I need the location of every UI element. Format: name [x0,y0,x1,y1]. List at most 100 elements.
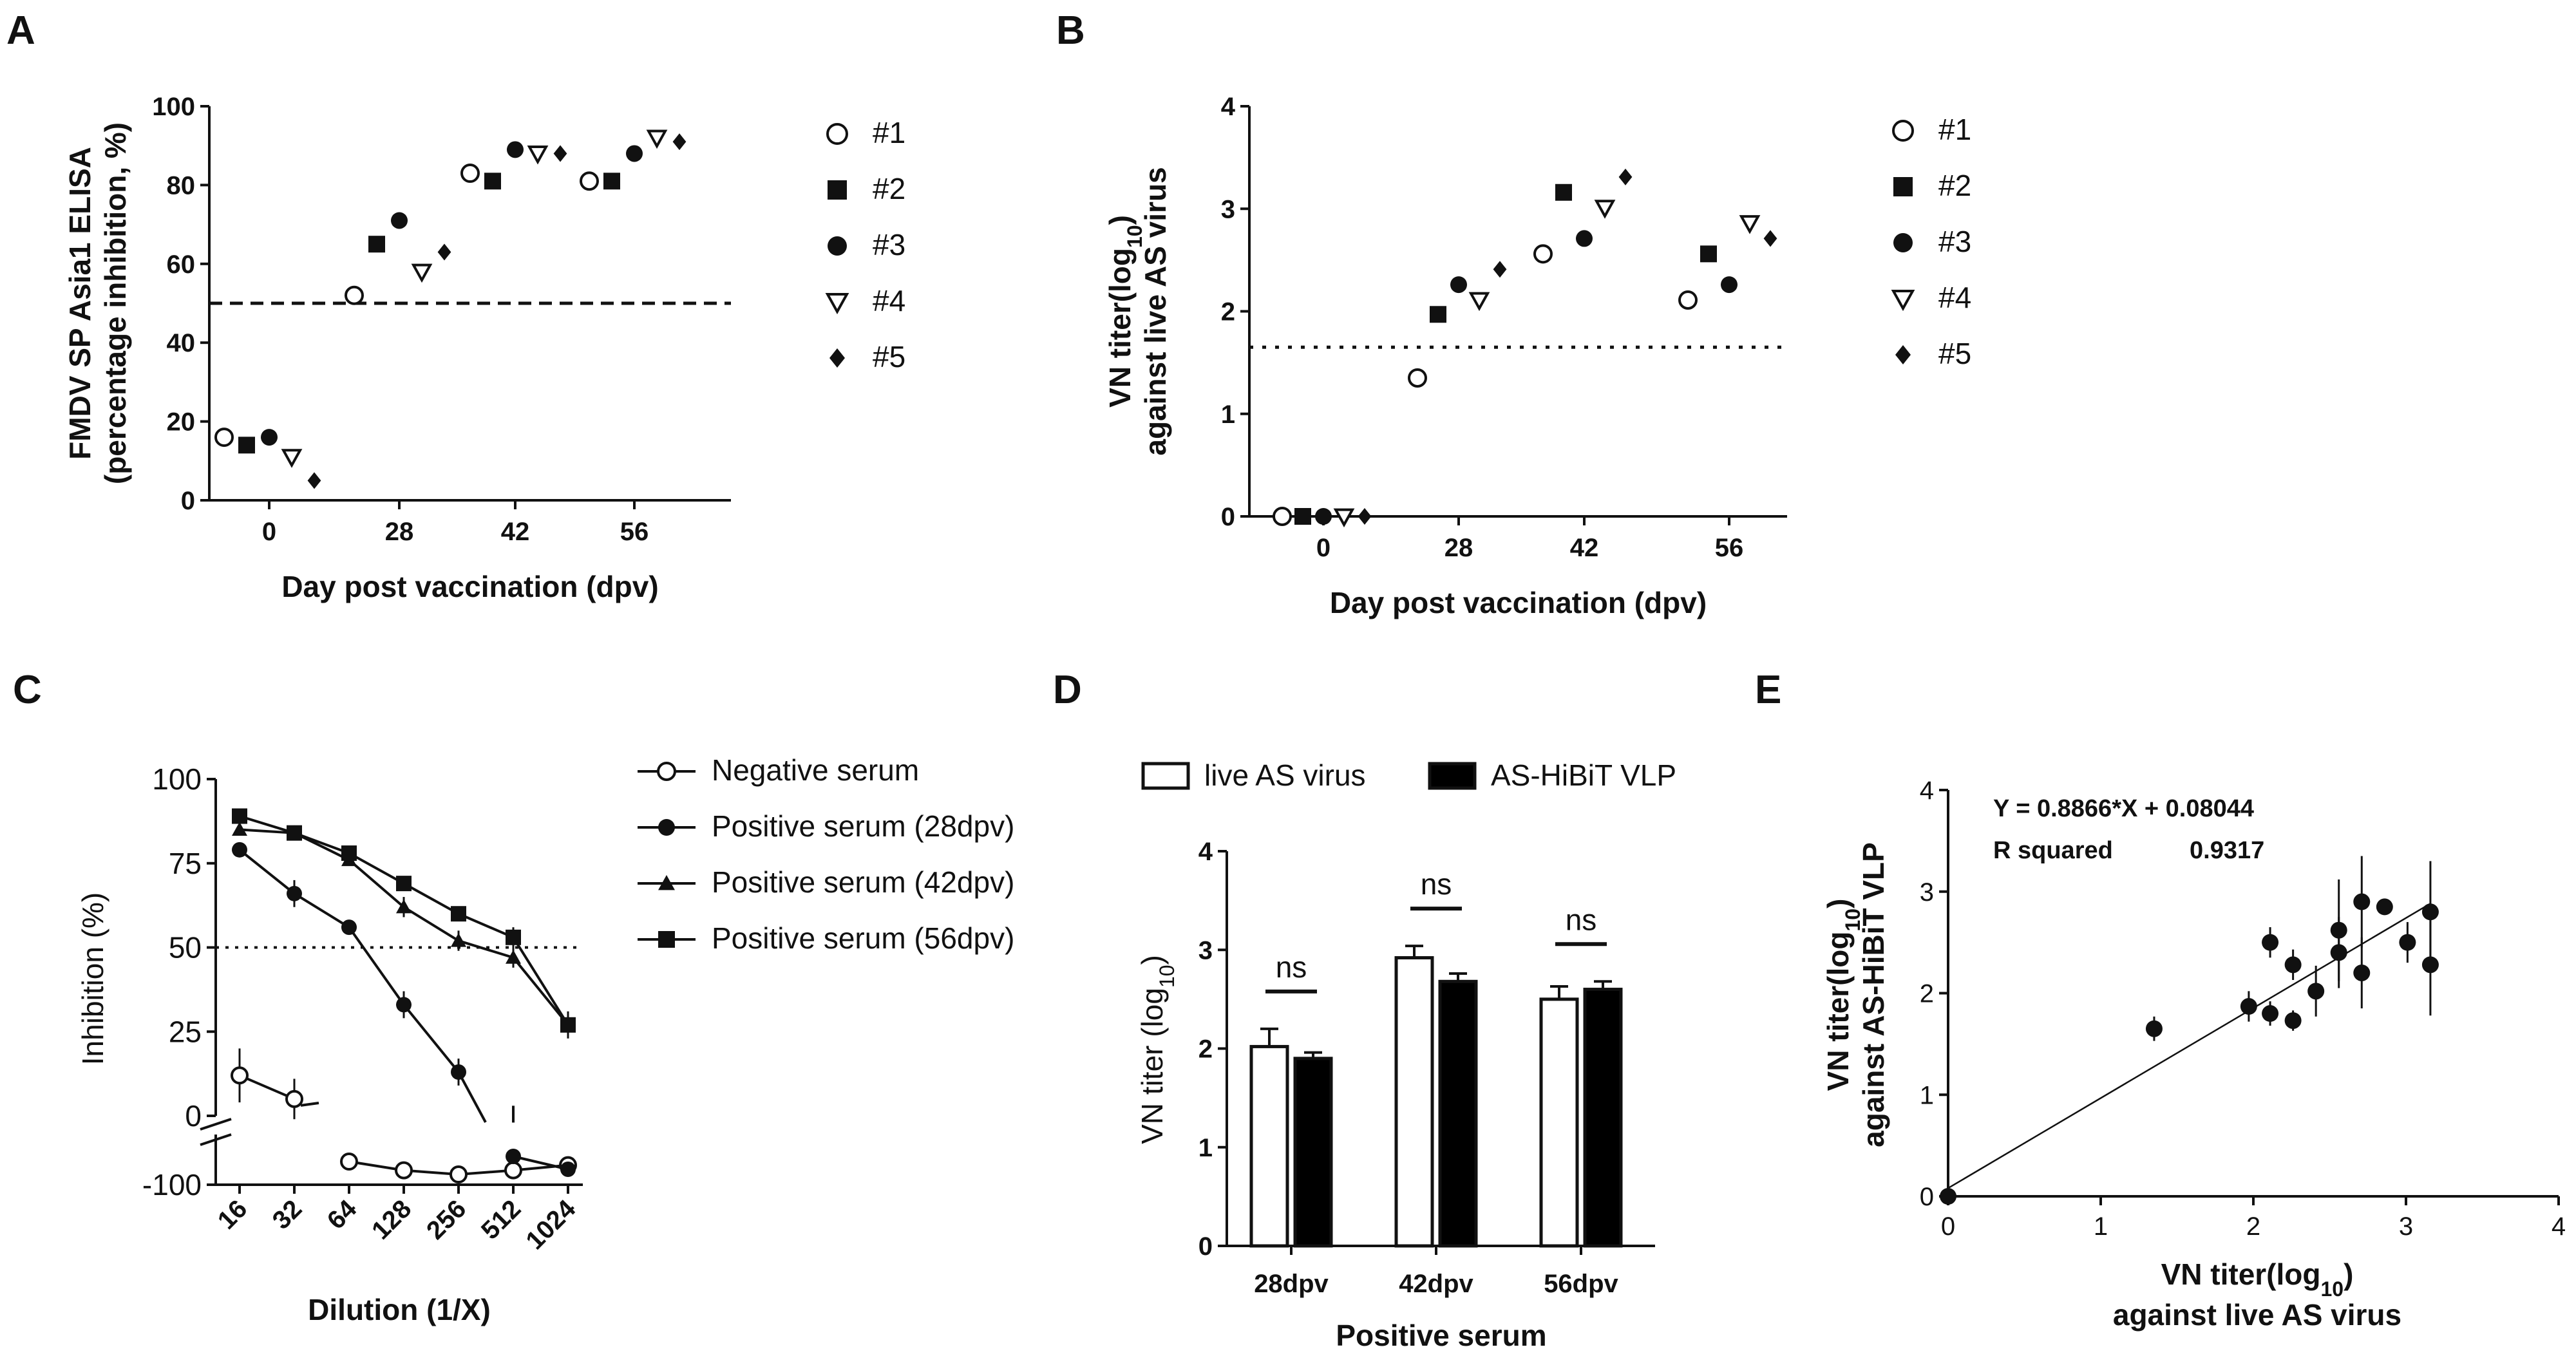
y-axis-label-line2: (percentage inhibition, %) [99,122,132,484]
y-tick-label: 3 [1920,878,1934,907]
y-tick-label: 100 [152,93,195,121]
y-tick-label: 4 [1221,93,1236,121]
data-point [1493,261,1507,278]
data-point [2284,956,2302,974]
legend-marker [658,931,675,948]
data-point [285,1089,303,1108]
bar [1249,1044,1289,1248]
data-point [1678,290,1698,310]
x-tick-label: 32 [267,1194,308,1235]
legend-label: Positive serum (56dpv) [712,921,1014,955]
legend-marker [657,762,676,781]
y-tick-label: 1 [1198,1134,1213,1162]
legend-marker [1891,290,1915,312]
y-tick-label: 1 [1221,400,1235,429]
legend-label: #2 [873,172,905,205]
x-tick-label: 16 [213,1194,253,1235]
x-axis-label: Day post vaccination (dpv) [281,570,658,603]
panel-e-chart: 0 1 2 3 4 0 1 2 3 4 Y = 0.8866*X + 0.08044 R square… [1821,777,2566,1332]
x-tick-label: 3 [2399,1212,2413,1241]
x-tick-label: 512 [476,1194,526,1245]
x-axis-label: VN titer(log10) [2161,1257,2354,1301]
y-axis-label: Inhibition (%) [76,892,109,1065]
data-point [2284,1012,2302,1030]
series-line-break [300,1102,319,1107]
series-line-lower [513,1155,569,1171]
significance-label: ns [1566,903,1597,936]
data-point [626,145,643,162]
data-point [507,141,524,158]
data-point [391,212,408,229]
panel-letter-d: D [1053,668,1082,712]
legend-label: Positive serum (42dpv) [712,865,1014,899]
data-point [341,919,357,936]
series-line [238,849,460,1073]
data-point [1430,306,1446,323]
data-point [345,285,364,305]
x-tick-label: 1024 [520,1194,582,1256]
data-point [2145,1020,2163,1037]
data-point [1555,184,1572,201]
data-point [1763,230,1777,247]
data-point [1315,508,1332,525]
data-point [368,236,385,253]
y-tick-label: 80 [167,171,196,200]
x-tick-label: 42dpv [1399,1270,1473,1298]
data-point [1333,508,1355,528]
data-point [1408,368,1427,388]
y-tick-label: 0 [1221,503,1235,531]
legend-label: live AS virus [1204,758,1366,792]
data-point [1594,200,1616,219]
data-point [2353,893,2371,910]
y-tick-label: 20 [167,408,196,437]
panel-letter-e: E [1755,668,1781,712]
y-axis-label: VN titer (log10) [1135,955,1179,1144]
legend-label: Positive serum (28dpv) [712,809,1014,843]
data-point [672,133,687,151]
x-axis-label: Dilution (1/X) [308,1293,491,1326]
data-point [1533,244,1553,264]
x-tick-label: 0 [1316,534,1331,562]
data-point [1618,168,1633,185]
data-point [232,808,247,824]
legend-label: #5 [873,340,905,373]
data-point [232,822,247,836]
legend-marker [1893,177,1913,196]
data-point [2330,921,2347,939]
legend-label: #3 [1938,225,1971,258]
data-point [646,129,668,149]
data-point [231,1066,249,1085]
legend-label: #4 [1938,281,1971,314]
data-point [2399,934,2416,951]
data-point [238,437,255,454]
data-point [1358,508,1372,525]
data-point [527,146,549,165]
regression-equation: Y = 0.8866*X + 0.08044 [1993,795,2254,822]
data-point [287,885,302,901]
y-tick-label: 40 [167,329,196,357]
legend-marker [828,180,847,200]
data-point [603,173,620,190]
legend-label: #1 [873,116,905,149]
data-point [396,899,412,914]
data-point [2421,956,2439,974]
y-tick-label: 60 [167,250,196,279]
y-axis-label-line2: against AS-HiBiT VLP [1857,842,1890,1147]
data-point [411,263,433,283]
panel-letter-a: A [6,8,35,53]
x-tick-label: 128 [366,1194,417,1245]
y-tick-label: 25 [169,1015,202,1048]
data-point [1700,245,1717,263]
bar [1293,1057,1333,1248]
panel-letter-b: B [1056,8,1085,53]
r-squared-value: 0.9317 [2190,837,2264,864]
data-point [1576,230,1593,247]
y-tick-label: 0 [1198,1232,1213,1261]
significance-label: ns [1276,950,1307,984]
y-tick-label: 50 [169,931,202,965]
x-tick-label: 28 [385,518,414,546]
legend-marker [1892,120,1914,142]
x-axis-label: Day post vaccination (dpv) [1330,586,1707,619]
